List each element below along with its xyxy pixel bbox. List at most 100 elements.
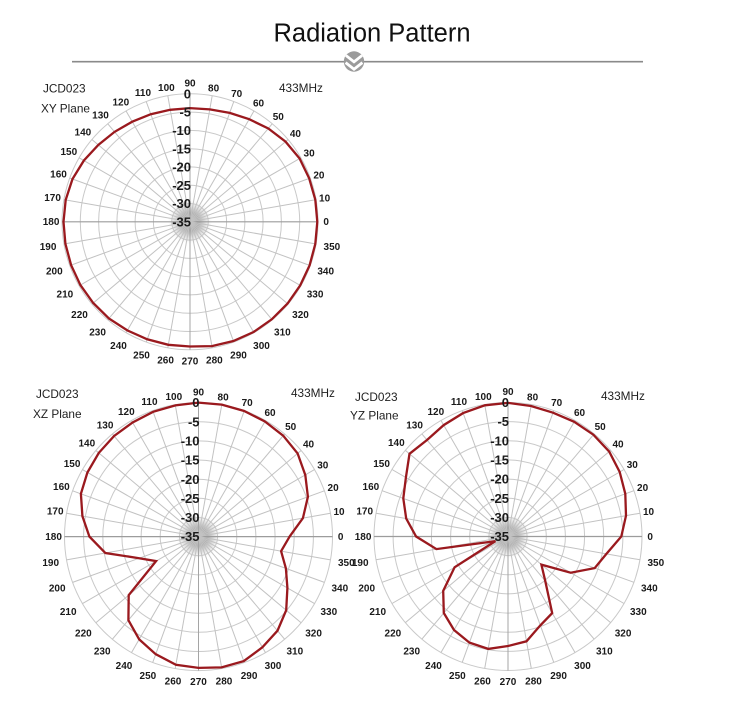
svg-text:290: 290 — [550, 671, 567, 682]
svg-text:270: 270 — [190, 677, 207, 688]
svg-text:30: 30 — [304, 149, 316, 160]
svg-text:YZ Plane: YZ Plane — [350, 408, 399, 422]
svg-text:JCD023: JCD023 — [43, 81, 86, 95]
svg-text:290: 290 — [241, 671, 258, 682]
svg-text:100: 100 — [158, 83, 175, 94]
svg-text:330: 330 — [307, 289, 324, 300]
svg-text:80: 80 — [218, 393, 230, 404]
svg-text:300: 300 — [265, 661, 282, 672]
svg-text:50: 50 — [595, 422, 607, 433]
svg-text:JCD023: JCD023 — [36, 387, 79, 401]
svg-text:130: 130 — [92, 111, 109, 122]
svg-text:90: 90 — [502, 387, 514, 398]
svg-text:-30: -30 — [172, 196, 191, 211]
svg-text:260: 260 — [165, 676, 182, 687]
svg-text:-15: -15 — [172, 141, 191, 156]
svg-text:160: 160 — [363, 482, 380, 493]
svg-text:110: 110 — [141, 397, 158, 408]
svg-text:90: 90 — [184, 79, 196, 90]
svg-text:JCD023: JCD023 — [355, 390, 398, 404]
svg-text:150: 150 — [64, 459, 81, 470]
svg-text:290: 290 — [230, 351, 247, 362]
svg-text:340: 340 — [331, 583, 348, 594]
svg-text:50: 50 — [273, 112, 285, 123]
svg-text:0: 0 — [323, 217, 329, 228]
svg-text:-20: -20 — [490, 472, 509, 487]
svg-text:250: 250 — [449, 671, 466, 682]
svg-text:50: 50 — [285, 422, 297, 433]
svg-text:120: 120 — [118, 407, 135, 418]
svg-text:310: 310 — [596, 647, 613, 658]
svg-text:-35: -35 — [490, 529, 509, 544]
svg-text:220: 220 — [385, 629, 402, 640]
svg-text:210: 210 — [60, 607, 77, 618]
svg-text:40: 40 — [303, 440, 315, 451]
svg-text:110: 110 — [135, 88, 152, 99]
svg-text:20: 20 — [637, 483, 649, 494]
svg-text:330: 330 — [320, 607, 337, 618]
svg-text:320: 320 — [615, 629, 632, 640]
svg-text:170: 170 — [44, 193, 61, 204]
svg-text:120: 120 — [427, 407, 444, 418]
svg-text:0: 0 — [647, 532, 653, 543]
svg-text:330: 330 — [630, 607, 647, 618]
svg-text:240: 240 — [110, 341, 127, 352]
svg-text:350: 350 — [338, 558, 355, 569]
svg-text:Radiation Pattern: Radiation Pattern — [273, 20, 470, 48]
svg-text:-25: -25 — [172, 178, 191, 193]
svg-text:260: 260 — [474, 676, 491, 687]
svg-text:220: 220 — [71, 310, 88, 321]
svg-text:XY Plane: XY Plane — [41, 102, 90, 116]
svg-text:250: 250 — [133, 351, 150, 362]
svg-text:80: 80 — [208, 84, 220, 95]
svg-text:280: 280 — [525, 676, 542, 687]
svg-text:190: 190 — [352, 558, 369, 569]
svg-text:433MHz: 433MHz — [291, 386, 335, 400]
svg-text:0: 0 — [184, 86, 191, 101]
svg-text:-10: -10 — [172, 123, 191, 138]
svg-text:-10: -10 — [181, 434, 200, 449]
svg-text:200: 200 — [49, 583, 66, 594]
svg-text:280: 280 — [206, 356, 223, 367]
svg-text:70: 70 — [231, 89, 243, 100]
svg-text:40: 40 — [612, 440, 624, 451]
svg-text:320: 320 — [305, 629, 322, 640]
svg-text:-25: -25 — [181, 491, 200, 506]
svg-text:433MHz: 433MHz — [601, 389, 645, 403]
svg-text:340: 340 — [641, 583, 658, 594]
svg-text:100: 100 — [475, 392, 492, 403]
svg-text:60: 60 — [574, 408, 586, 419]
svg-text:20: 20 — [328, 483, 340, 494]
svg-text:270: 270 — [500, 677, 517, 688]
svg-text:20: 20 — [313, 170, 325, 181]
svg-text:310: 310 — [274, 327, 291, 338]
svg-text:190: 190 — [42, 558, 59, 569]
svg-text:180: 180 — [43, 217, 60, 228]
svg-text:160: 160 — [53, 482, 70, 493]
svg-text:-30: -30 — [490, 510, 509, 525]
svg-text:210: 210 — [57, 289, 74, 300]
svg-text:-15: -15 — [181, 453, 200, 468]
svg-text:40: 40 — [290, 129, 302, 140]
svg-text:80: 80 — [527, 392, 539, 403]
svg-text:350: 350 — [647, 558, 664, 569]
svg-text:110: 110 — [451, 397, 468, 408]
svg-text:350: 350 — [324, 242, 341, 253]
svg-text:200: 200 — [358, 583, 375, 594]
svg-text:240: 240 — [116, 661, 133, 672]
svg-text:90: 90 — [193, 387, 205, 398]
svg-text:433MHz: 433MHz — [279, 81, 323, 95]
svg-text:120: 120 — [112, 97, 129, 108]
svg-text:-35: -35 — [172, 214, 191, 229]
svg-text:140: 140 — [388, 438, 405, 449]
svg-text:320: 320 — [292, 310, 309, 321]
svg-text:180: 180 — [45, 532, 62, 543]
svg-text:230: 230 — [403, 647, 420, 658]
svg-text:140: 140 — [75, 127, 92, 138]
svg-text:-5: -5 — [497, 414, 509, 429]
svg-text:270: 270 — [182, 356, 199, 367]
svg-text:70: 70 — [551, 398, 563, 409]
svg-text:-10: -10 — [490, 433, 509, 448]
svg-text:0: 0 — [192, 395, 199, 410]
svg-text:0: 0 — [338, 532, 344, 543]
